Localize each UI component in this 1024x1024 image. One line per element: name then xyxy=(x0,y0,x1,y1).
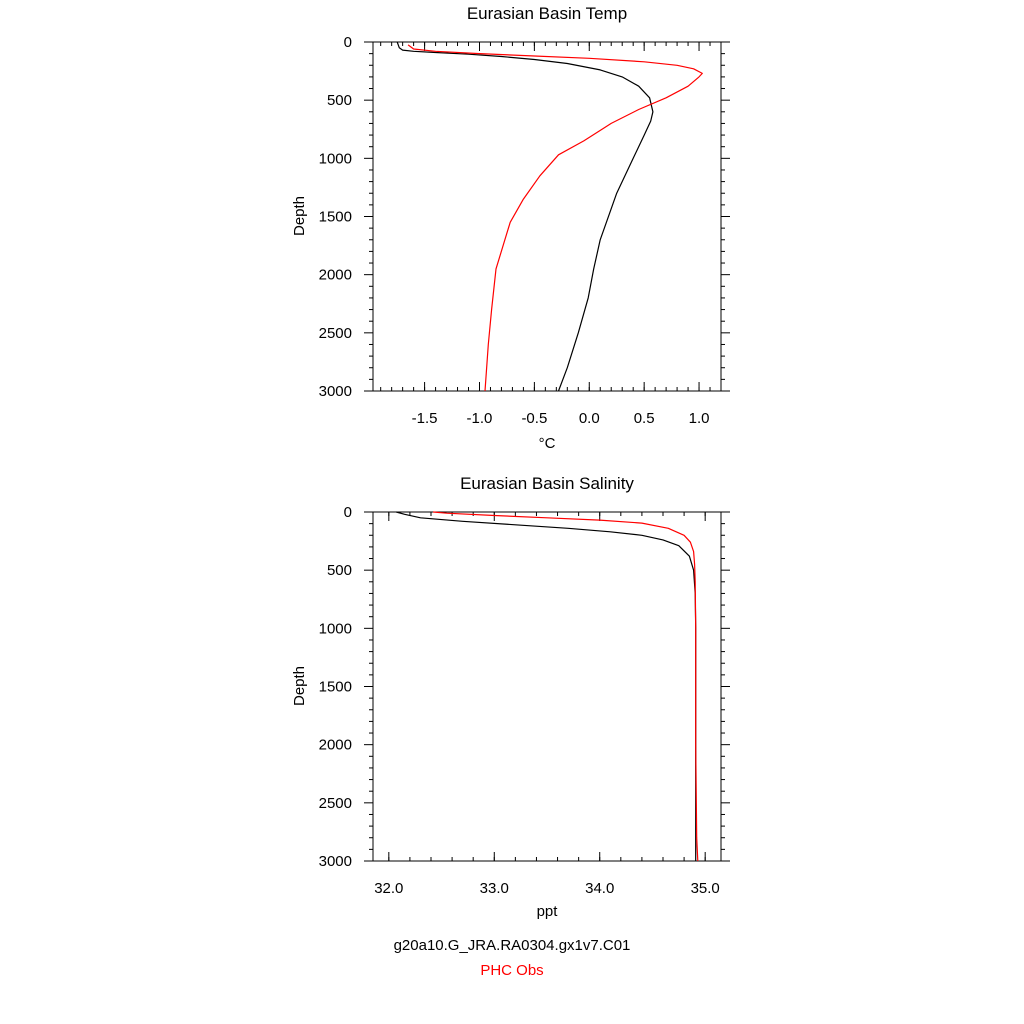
temp-y-tick-label: 500 xyxy=(327,92,352,109)
salinity-y-tick-label: 1500 xyxy=(319,679,352,696)
temp-y-axis-label: Depth xyxy=(291,196,308,236)
salinity-panel: Eurasian Basin Salinity Depth ppt 32.0 33… xyxy=(291,474,730,920)
salinity-y-tick-label: 1000 xyxy=(319,620,352,637)
temp-chart-title: Eurasian Basin Temp xyxy=(467,4,627,23)
salinity-x-tick-label: 32.0 xyxy=(374,880,403,897)
salinity-x-tick-label: 33.0 xyxy=(480,880,509,897)
salinity-x-tick-label: 35.0 xyxy=(691,880,720,897)
temp-x-tick-label: 0.5 xyxy=(634,410,655,427)
obs-legend-label: PHC Obs xyxy=(480,962,544,979)
temp-x-tick-label: 0.0 xyxy=(579,410,600,427)
salinity-plot-frame xyxy=(372,511,722,862)
temp-y-tick-label: 1500 xyxy=(319,209,352,226)
salinity-x-tick-label: 34.0 xyxy=(585,880,614,897)
temp-y-tick-label: 2000 xyxy=(319,267,352,284)
temp-x-tick-label: -0.5 xyxy=(521,410,547,427)
temp-model-line xyxy=(396,41,654,392)
salinity-y-tick-label: 0 xyxy=(344,504,352,521)
salinity-model-line xyxy=(396,511,697,861)
salinity-x-axis-label: ppt xyxy=(537,903,559,920)
salinity-obs-line xyxy=(433,511,699,862)
temp-x-tick-label: -1.5 xyxy=(412,410,438,427)
temp-y-tick-label: 0 xyxy=(344,34,352,51)
salinity-y-tick-label: 2000 xyxy=(319,737,352,754)
temp-x-axis-label: °C xyxy=(539,435,556,452)
temp-y-tick-label: 3000 xyxy=(319,383,352,400)
salinity-y-tick-label: 500 xyxy=(327,562,352,579)
temp-obs-line xyxy=(407,44,703,392)
temp-y-tick-label: 2500 xyxy=(319,325,352,342)
model-legend-label: g20a10.G_JRA.RA0304.gx1v7.C01 xyxy=(393,937,631,954)
temp-x-tick-label: 1.0 xyxy=(689,410,710,427)
salinity-chart-title: Eurasian Basin Salinity xyxy=(460,474,634,493)
temp-y-tick-label: 1000 xyxy=(319,150,352,167)
salinity-y-axis-label: Depth xyxy=(291,666,308,706)
temp-plot-frame xyxy=(372,41,722,392)
temp-panel: Eurasian Basin Temp Depth °C -1.5 -1.0 -0.… xyxy=(291,4,730,452)
temp-x-tick-label: -1.0 xyxy=(467,410,493,427)
salinity-y-tick-label: 3000 xyxy=(319,853,352,870)
salinity-y-tick-label: 2500 xyxy=(319,795,352,812)
